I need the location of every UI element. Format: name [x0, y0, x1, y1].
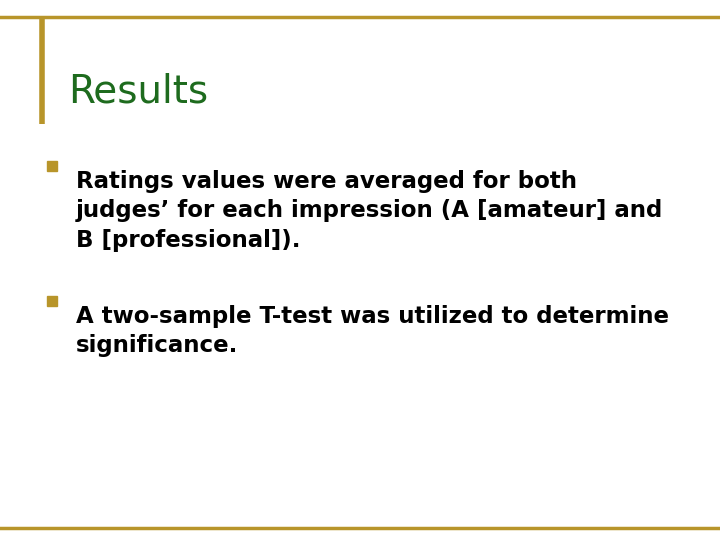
Text: A two-sample T-test was utilized to determine
significance.: A two-sample T-test was utilized to dete… [76, 305, 669, 357]
Text: Results: Results [68, 73, 209, 111]
Text: Ratings values were averaged for both
judges’ for each impression (A [amateur] a: Ratings values were averaged for both ju… [76, 170, 663, 252]
